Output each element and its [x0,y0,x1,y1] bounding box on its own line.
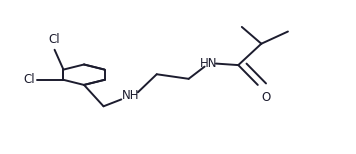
Text: Cl: Cl [23,73,35,86]
Text: Cl: Cl [48,33,60,46]
Text: O: O [261,91,271,104]
Text: HN: HN [199,57,217,70]
Text: NH: NH [121,89,139,102]
